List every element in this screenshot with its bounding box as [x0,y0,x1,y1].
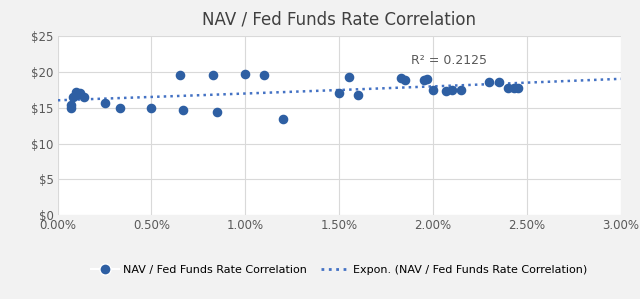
Point [115,106,125,111]
Point [428,87,438,92]
Point [353,92,363,97]
Legend: NAV / Fed Funds Rate Correlation, Expon. (NAV / Fed Funds Rate Correlation): NAV / Fed Funds Rate Correlation, Expon.… [87,260,591,279]
Point [67,94,77,99]
Point [422,77,433,81]
Point [208,72,218,77]
Point [212,109,222,114]
Point [419,77,429,82]
Point [179,107,189,112]
Point [456,87,467,92]
Point [175,73,185,78]
Title: NAV / Fed Funds Rate Correlation: NAV / Fed Funds Rate Correlation [202,11,476,29]
Point [66,103,76,108]
Point [447,87,457,92]
Point [75,91,85,96]
Point [99,100,109,105]
Point [71,92,81,97]
Point [503,85,513,90]
Point [79,94,89,99]
Point [484,80,495,84]
Point [396,76,406,81]
Point [344,74,354,79]
Point [66,105,76,110]
Point [240,71,250,76]
Point [400,77,410,82]
Point [513,85,523,90]
Point [278,117,288,121]
Point [334,91,344,96]
Point [71,89,81,94]
Text: R² = 0.2125: R² = 0.2125 [410,54,486,68]
Point [509,85,519,90]
Point [259,72,269,77]
Point [441,89,451,94]
Point [147,106,157,111]
Point [493,80,504,84]
